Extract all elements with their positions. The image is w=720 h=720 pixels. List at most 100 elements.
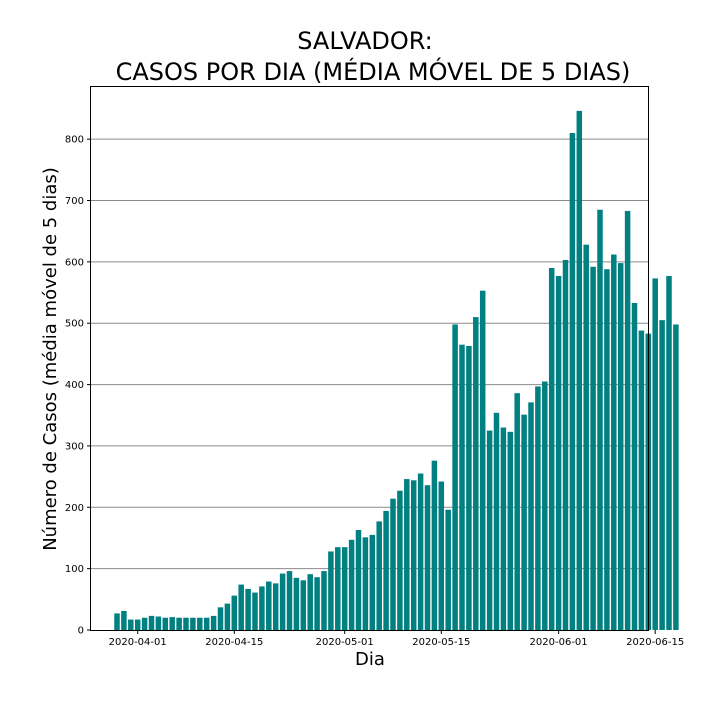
gridlines [91,138,648,570]
bar [148,615,155,630]
bar [500,427,507,630]
y-tick-label: 400 [65,380,84,391]
y-tick-label: 300 [65,441,84,452]
bar [390,498,396,630]
bar [548,268,555,630]
bar [624,210,631,630]
bar [666,275,672,630]
y-axis-label: Número de Casos (média móvel de 5 dias) [40,167,61,551]
bar [583,244,589,630]
y-tick-label: 500 [65,319,84,330]
bar [341,547,348,630]
y-tick-label: 800 [65,135,84,146]
bar [452,324,458,630]
bar [335,547,341,630]
bar [617,263,624,630]
bar [190,617,196,630]
bar [134,619,141,630]
y-axis-ticks: 0 100 200 300 400 500 600 700 800 [65,135,91,637]
bar [514,393,520,630]
bar [555,275,562,630]
x-tick-label: 2020-05-01 [316,637,374,648]
bar [445,509,451,630]
bar [259,586,265,630]
x-tick-label: 2020-06-15 [626,637,684,648]
bar [611,254,617,630]
bar [507,431,514,630]
bar [486,430,493,630]
bar [272,583,279,630]
bar [466,345,472,630]
bar [162,617,169,630]
chart-title-line1: SALVADOR: [297,27,433,55]
x-tick-label: 2020-06-01 [530,637,588,648]
bar [300,580,307,630]
x-tick-label: 2020-04-01 [109,637,167,648]
bar [383,510,389,630]
bar [314,577,320,630]
bar [652,278,658,630]
bar [252,592,258,630]
bar [348,539,355,630]
x-axis-label: Dia [355,649,385,670]
bar [279,573,286,630]
x-tick-label: 2020-04-15 [205,637,263,648]
y-tick-label: 700 [65,196,84,207]
bar [176,617,182,630]
bar [197,617,203,630]
x-tick-label: 2020-05-15 [412,637,470,648]
bar [369,534,376,630]
bar [404,479,410,630]
bar [203,617,210,630]
bar [431,460,438,630]
bar [569,133,576,630]
bar [183,617,189,630]
bar [397,490,403,630]
y-tick-label: 600 [65,257,84,268]
bar [231,595,238,630]
bar [673,324,679,630]
bar [631,302,638,630]
bar [659,320,665,630]
bar [307,574,313,630]
bar [224,603,231,630]
bar [576,110,583,631]
y-tick-label: 200 [65,503,84,514]
bar [121,610,127,630]
bar [597,209,603,630]
bar [266,581,272,630]
bar [473,317,479,630]
bar [217,607,224,630]
bar [590,266,596,630]
bar [493,412,500,630]
bar [376,521,382,630]
bar [562,260,569,630]
bar [521,414,527,630]
y-tick-label: 100 [65,564,84,575]
plot-frame [90,86,649,631]
chart-title-line2: CASOS POR DIA (MÉDIA MÓVEL DE 5 DIAS) [116,56,631,86]
bar [362,537,369,630]
bar [424,485,431,630]
bar [410,480,417,630]
bar [528,402,534,630]
bar [355,529,362,630]
bar [604,269,610,630]
bar [155,616,162,630]
bar [459,344,465,630]
bar [328,551,334,630]
bar [321,571,327,630]
bar [293,577,300,630]
bar [169,617,175,630]
bar [114,613,120,630]
bar [479,290,486,630]
bar [128,619,134,630]
bar [141,617,148,630]
bar [417,473,424,630]
bar [286,571,293,630]
bar [638,330,645,630]
bar [535,386,541,630]
y-tick-label: 0 [78,626,84,637]
bar [210,615,217,630]
